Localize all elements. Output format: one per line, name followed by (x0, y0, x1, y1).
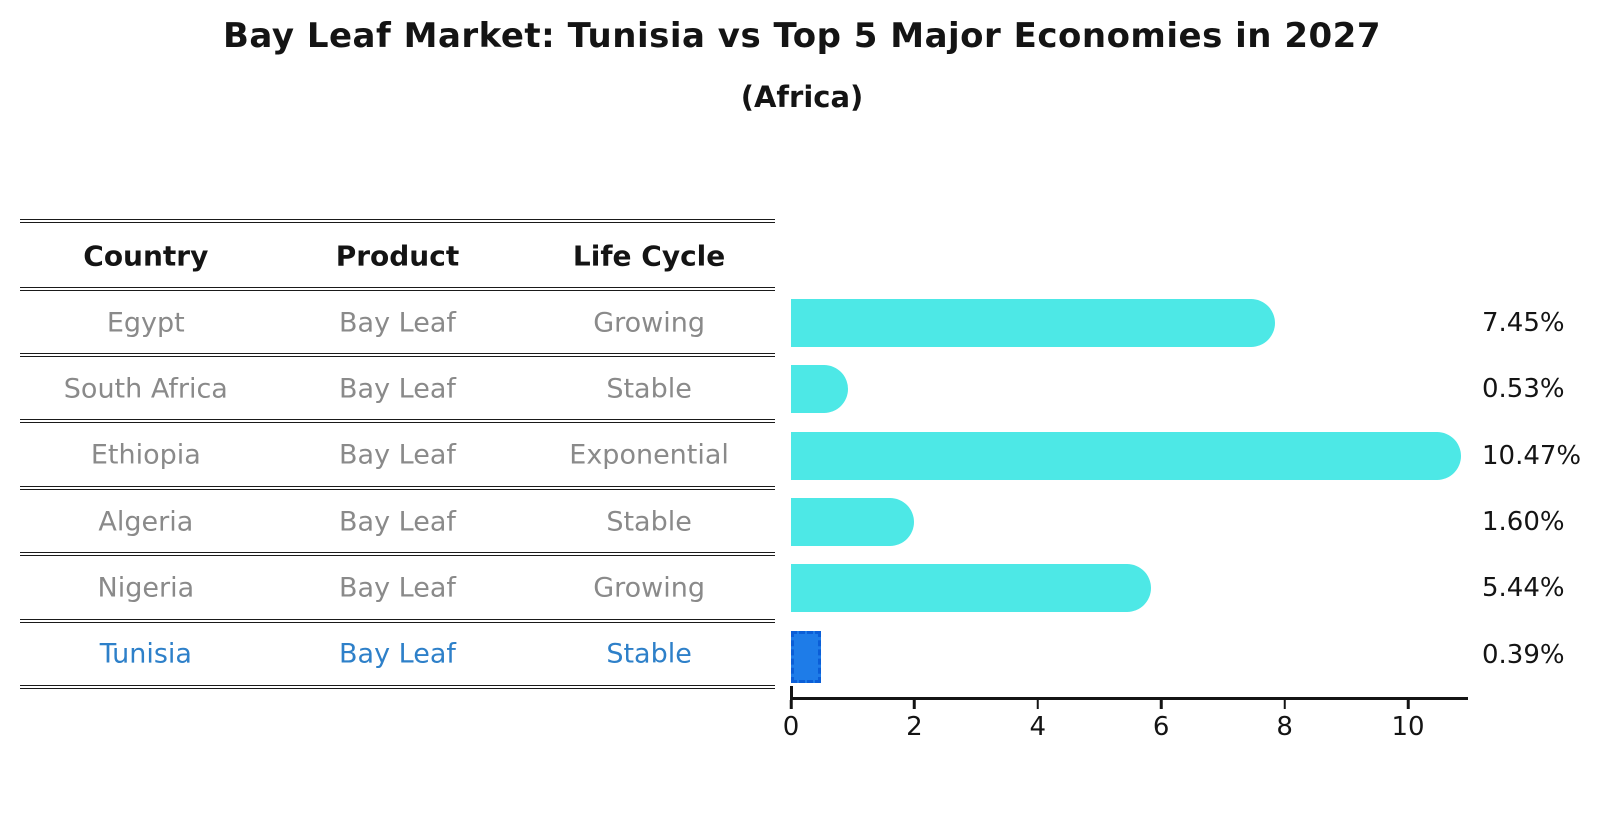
value-label: 10.47% (1482, 440, 1582, 471)
table-top-rule (20, 219, 775, 224)
table-row: Algeria Bay Leaf Stable (20, 507, 775, 538)
x-tick (789, 700, 793, 709)
bar-ethiopia (791, 431, 1461, 480)
table-header-rule (20, 287, 775, 292)
table-row: Egypt Bay Leaf Growing (20, 308, 775, 339)
column-header-life-cycle: Life Cycle (572, 239, 726, 273)
bar-algeria (791, 498, 914, 547)
cell-product: Bay Leaf (339, 439, 456, 471)
y-axis-stub (790, 686, 793, 697)
x-axis-line (790, 697, 1468, 700)
cell-country: Egypt (106, 307, 185, 339)
cell-country: South Africa (63, 373, 228, 405)
x-tick (913, 700, 916, 709)
cell-life-cycle: Exponential (569, 439, 729, 471)
cell-country: Ethiopia (90, 439, 201, 471)
column-header-country: Country (83, 239, 209, 273)
x-tick-label: 10 (1391, 712, 1425, 742)
cell-life-cycle: Stable (606, 506, 692, 538)
table-row-rule (20, 486, 775, 491)
x-tick-label: 6 (1152, 712, 1170, 742)
cell-country: Algeria (98, 506, 194, 538)
x-tick-label: 8 (1276, 712, 1293, 742)
cell-life-cycle: Growing (593, 572, 705, 604)
chart-title: Bay Leaf Market: Tunisia vs Top 5 Major … (223, 16, 1381, 56)
value-label: 5.44% (1482, 573, 1565, 604)
table-row-rule (20, 353, 775, 358)
cell-country: Nigeria (97, 572, 195, 604)
table-row-rule (20, 419, 775, 424)
x-tick-label: 2 (906, 712, 923, 742)
cell-product: Bay Leaf (339, 572, 456, 604)
x-tick (1283, 700, 1286, 709)
chart-subtitle: (Africa) (740, 80, 864, 114)
bar-south-africa (791, 365, 848, 414)
cell-life-cycle: Stable (606, 373, 692, 405)
value-label: 0.39% (1482, 639, 1565, 670)
table-row: Nigeria Bay Leaf Growing (20, 573, 775, 604)
cell-life-cycle: Growing (593, 307, 705, 339)
value-label: 7.45% (1482, 308, 1565, 339)
table-bottom-rule (20, 685, 775, 690)
cell-country: Tunisia (99, 638, 192, 670)
x-tick (1036, 700, 1040, 709)
bar-nigeria (791, 564, 1151, 613)
cell-product: Bay Leaf (339, 307, 456, 339)
bar-tunisia-highlight (791, 630, 822, 683)
cell-product: Bay Leaf (339, 506, 456, 538)
bar-egypt (791, 299, 1275, 348)
column-header-product: Product (335, 239, 460, 273)
table-row-tunisia: Tunisia Bay Leaf Stable (20, 639, 775, 670)
cell-product: Bay Leaf (339, 373, 456, 405)
value-label: 0.53% (1482, 374, 1565, 405)
table-row: Ethiopia Bay Leaf Exponential (20, 440, 775, 471)
cell-product: Bay Leaf (339, 638, 456, 670)
table-header-row: Country Product Life Cycle (20, 240, 775, 273)
x-tick (1406, 700, 1410, 709)
x-tick-label: 0 (782, 712, 800, 742)
value-label: 1.60% (1482, 507, 1565, 538)
table-row-rule (20, 552, 775, 557)
table-row: South Africa Bay Leaf Stable (20, 374, 775, 405)
cell-life-cycle: Stable (606, 638, 692, 670)
x-tick (1159, 700, 1163, 709)
x-tick-label: 4 (1029, 712, 1047, 742)
table-row-rule (20, 619, 775, 624)
